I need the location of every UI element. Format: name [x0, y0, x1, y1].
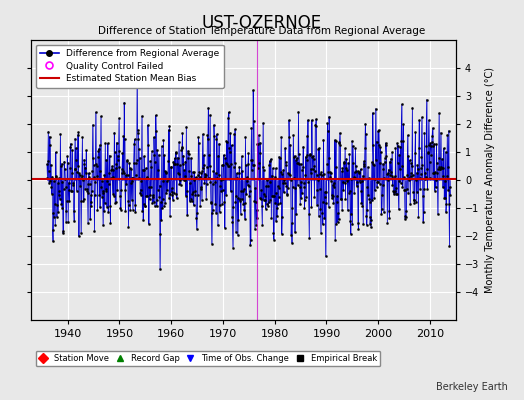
- Legend: Station Move, Record Gap, Time of Obs. Change, Empirical Break: Station Move, Record Gap, Time of Obs. C…: [36, 350, 380, 366]
- Text: UST-OZERNOE: UST-OZERNOE: [202, 14, 322, 32]
- Text: Difference of Station Temperature Data from Regional Average: Difference of Station Temperature Data f…: [99, 26, 425, 36]
- Y-axis label: Monthly Temperature Anomaly Difference (°C): Monthly Temperature Anomaly Difference (…: [485, 67, 495, 293]
- Text: Berkeley Earth: Berkeley Earth: [436, 382, 508, 392]
